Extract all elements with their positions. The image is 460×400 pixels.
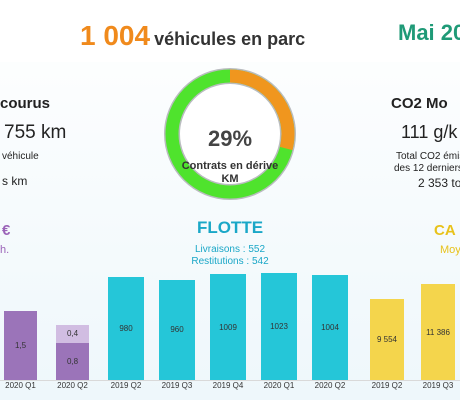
cost-left-title: € — [2, 222, 11, 239]
x-tick-label: 2020 Q2 — [314, 381, 346, 390]
co2-note-line1: Total CO2 émis — [396, 151, 460, 162]
distance-title: courus — [0, 95, 51, 112]
x-tick-label: 2019 Q2 — [110, 381, 142, 390]
bar: 1009 — [210, 274, 246, 380]
distance-subvalue: s km — [2, 174, 28, 188]
bar: 11 386 — [421, 284, 455, 380]
gauge-inner-disc — [180, 84, 280, 184]
x-tick-label: 2019 Q3 — [422, 381, 454, 390]
x-tick-label: 2019 Q3 — [161, 381, 193, 390]
cost-right-title: CA — [434, 222, 456, 239]
deliveries-count: Livraisons : 552 — [194, 244, 266, 255]
x-tick-label: 2020 Q1 — [263, 381, 295, 390]
km-derive-gauge — [164, 68, 296, 200]
bar: 9 554 — [370, 299, 404, 380]
x-tick-label: 2020 Q2 — [57, 381, 88, 390]
chart-baseline — [0, 380, 460, 381]
fleet-panel-title: FLOTTE — [196, 218, 264, 237]
x-tick-label: 2020 Q1 — [5, 381, 36, 390]
bar: 960 — [159, 279, 195, 380]
returns-count: Restitutions : 542 — [191, 256, 269, 267]
x-tick-label: 2019 Q4 — [212, 381, 244, 390]
x-tick-label: 2019 Q2 — [371, 381, 403, 390]
co2-title: CO2 Mo — [391, 95, 448, 112]
period-label: Mai 20 — [398, 20, 460, 45]
gauge-percent: 29% — [207, 126, 253, 151]
bar-segment: 1,5 — [4, 311, 37, 380]
bar: 1023 — [261, 273, 297, 380]
fleet-count: 1 004 véhicules en parc — [80, 20, 305, 52]
bar: 980 — [108, 277, 144, 380]
co2-note-line2: des 12 derniers — [394, 163, 460, 174]
bar: 1004 — [312, 274, 348, 380]
co2-total: 2 353 to — [418, 176, 460, 190]
gauge-derive-arc — [165, 69, 295, 199]
distance-value: 755 km — [4, 122, 67, 143]
distance-subtitle: véhicule — [2, 151, 39, 162]
fleet-count-number: 1 004 — [80, 20, 151, 51]
cost-right-subtitle: Moy — [440, 244, 460, 256]
cost-left-subtitle: h. — [0, 244, 10, 256]
bar-segment: 0,4 — [56, 324, 89, 344]
fleet-count-label: véhicules en parc — [154, 29, 306, 49]
bar-segment: 0,8 — [56, 343, 89, 380]
co2-value: 111 g/k — [401, 122, 458, 142]
gauge-label: Contrats en dérive KM — [181, 160, 279, 185]
header-strip — [0, 0, 460, 62]
